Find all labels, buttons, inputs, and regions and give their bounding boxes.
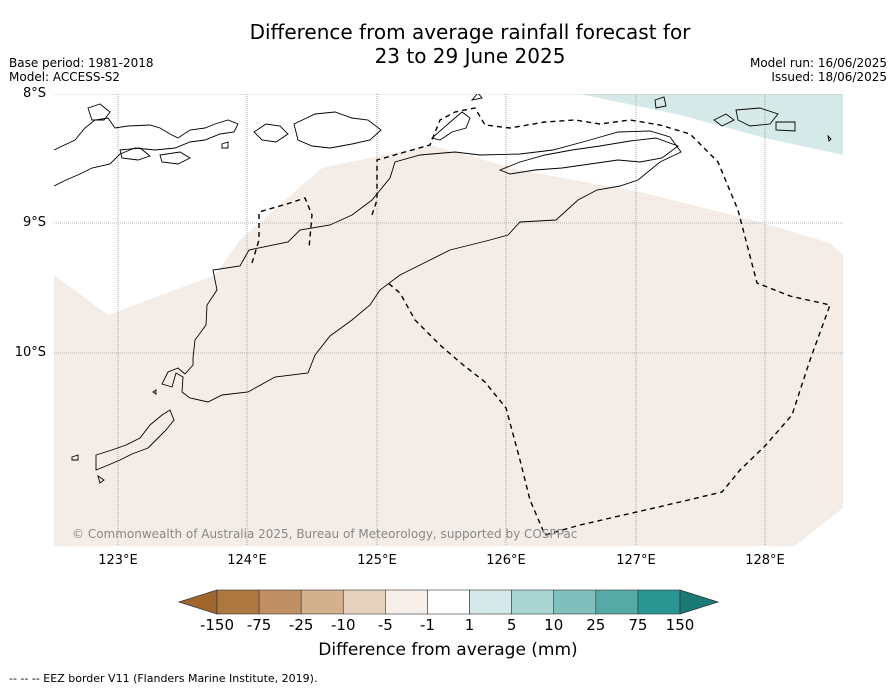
lat-label-8s: 8°S [22,86,46,101]
colorbar-cell [637,589,681,615]
colorbar-tick-label: -5 [377,616,393,634]
colorbar-cell [469,589,512,615]
colorbar-tick-label: -10 [331,616,356,634]
base-period: Base period: 1981-2018 [9,56,154,70]
lon-label-127e: 127°E [616,553,656,568]
model-name: Model: ACCESS-S2 [9,70,121,84]
colorbar-left-arrow [177,589,218,615]
issued-date: Issued: 18/06/2025 [771,70,887,84]
lon-label-125e: 125°E [357,553,397,568]
title-line-1: Difference from average rainfall forecas… [249,20,691,44]
wet-anomaly-region [580,94,843,155]
colorbar-cell [511,589,555,615]
colorbar-cell [385,589,428,615]
colorbar-label: Difference from average (mm) [318,640,578,660]
eez-footnote: -- -- -- EEZ border V11 (Flanders Marine… [9,672,318,685]
lon-label-123e: 123°E [98,553,138,568]
chart-title: Difference from average rainfall forecas… [200,20,740,68]
copyright-notice: © Commonwealth of Australia 2025, Bureau… [72,527,578,541]
colorbar-cell [553,589,597,615]
eez-border [251,107,831,536]
colorbar [177,589,720,615]
colorbar-tick-label: 75 [628,616,648,634]
model-run: Model run: 16/06/2025 [749,56,887,70]
lon-label-128e: 128°E [745,553,785,568]
colorbar-tick-label: 10 [544,616,564,634]
colorbar-tick-label: 25 [586,616,606,634]
colorbar-tick-label: 1 [464,616,475,634]
timor-island [161,130,682,403]
title-line-2: 23 to 29 June 2025 [374,44,566,68]
dry-anomaly-region [54,145,843,546]
colorbar-tick-label: -75 [246,616,272,634]
colorbar-tick-label: -25 [288,616,314,634]
colorbar-tick-label: -1 [419,616,435,634]
colorbar-right-arrow [679,589,720,615]
lat-label-10s: 10°S [14,345,46,360]
meta-left: Base period: 1981-2018 Model: ACCESS-S2 [9,56,154,84]
colorbar-cell [216,589,260,615]
colorbar-tick-label: -150 [199,616,235,634]
colorbar-tick-label: 5 [506,616,517,634]
meta-right: Model run: 16/06/2025 Issued: 18/06/2025 [750,56,887,84]
colorbar-cell [258,589,302,615]
lon-label-126e: 126°E [486,553,526,568]
coastlines [54,94,832,484]
lon-label-124e: 124°E [227,553,267,568]
colorbar-cell [342,589,386,615]
colorbar-cell [427,589,470,615]
lat-label-9s: 9°S [22,215,46,230]
colorbar-cell [300,589,344,615]
colorbar-tick-label: 150 [665,616,695,634]
colorbar-cell [595,589,639,615]
